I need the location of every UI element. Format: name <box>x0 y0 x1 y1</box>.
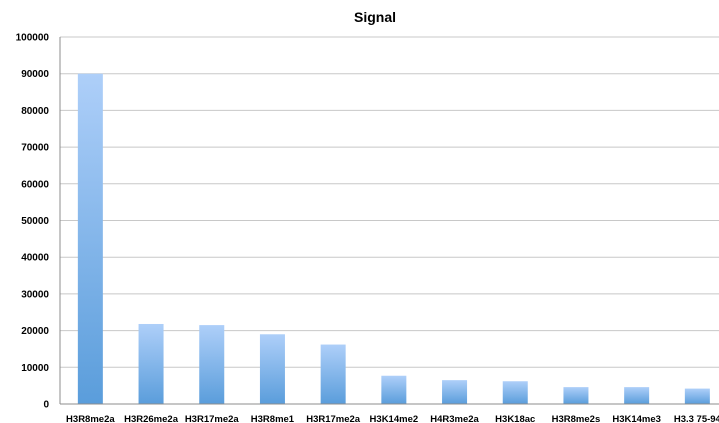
bar <box>563 387 589 404</box>
bar <box>381 375 407 404</box>
bar <box>199 325 225 404</box>
x-tick-label: H3R8me1 <box>251 414 295 423</box>
x-tick-label: H3R26me2a <box>124 414 179 423</box>
x-axis-ticks: H3R8me2a H3R26me2a H3R17me2a H3R8me1 H3R17me… <box>66 414 719 423</box>
bar <box>624 387 650 404</box>
bar <box>684 388 710 404</box>
bar <box>502 381 528 404</box>
bar <box>320 344 346 404</box>
x-tick-label: H3K14me2 <box>370 414 419 423</box>
y-tick-label: 80000 <box>21 106 49 117</box>
y-tick-label: 100000 <box>16 33 50 44</box>
x-tick-label: H4R3me2a <box>430 414 479 423</box>
x-tick-label: H3R17me2a <box>306 414 361 423</box>
x-tick-label: H3K18ac <box>495 414 535 423</box>
y-tick-label: 60000 <box>21 179 49 190</box>
gridlines <box>60 36 719 368</box>
bars <box>77 73 710 404</box>
x-tick-label: H3.3 75-94 <box>674 414 719 423</box>
bar <box>77 73 103 404</box>
y-tick-label: 40000 <box>21 253 49 264</box>
x-tick-label: H3R17me2a <box>185 414 240 423</box>
y-tick-label: 70000 <box>21 143 49 154</box>
x-tick-label: H3K14me3 <box>612 414 661 423</box>
y-tick-label: 10000 <box>21 363 49 374</box>
y-tick-label: 0 <box>43 400 49 411</box>
chart-title: Signal <box>354 9 396 25</box>
y-tick-label: 50000 <box>21 216 49 227</box>
bar <box>259 334 285 404</box>
x-tick-label: H3R8me2a <box>66 414 115 423</box>
x-tick-label: H3R8me2s <box>552 414 601 423</box>
bar <box>138 323 164 404</box>
y-tick-label: 20000 <box>21 326 49 337</box>
y-tick-label: 90000 <box>21 69 49 80</box>
y-axis-ticks: 0 10000 20000 30000 40000 50000 60000 70000 8000… <box>16 33 50 411</box>
y-tick-label: 30000 <box>21 289 49 300</box>
bar <box>442 380 468 404</box>
